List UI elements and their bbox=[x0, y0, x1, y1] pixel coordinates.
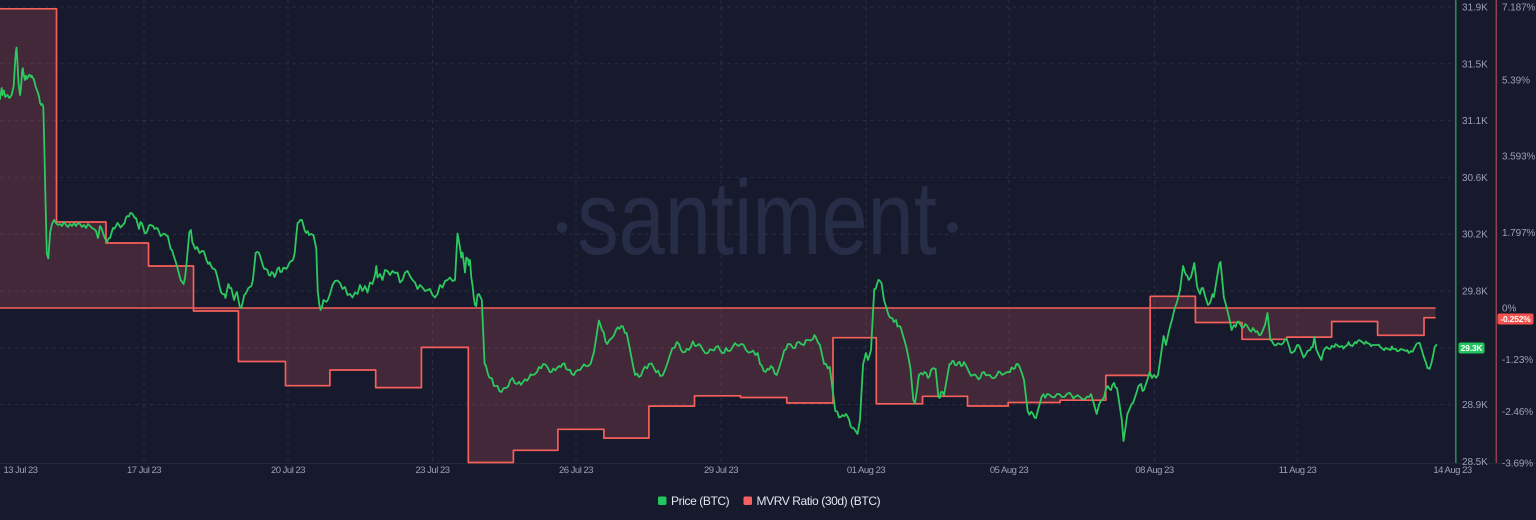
svg-text:1.797%: 1.797% bbox=[1502, 228, 1536, 239]
svg-text:5.39%: 5.39% bbox=[1502, 76, 1530, 87]
svg-text:31.5K: 31.5K bbox=[1462, 59, 1488, 70]
svg-text:29.3K: 29.3K bbox=[1461, 343, 1484, 353]
svg-text:MVRV Ratio (30d) (BTC): MVRV Ratio (30d) (BTC) bbox=[757, 494, 881, 508]
svg-text:-3.69%: -3.69% bbox=[1502, 459, 1533, 470]
svg-text:santiment: santiment bbox=[577, 160, 937, 278]
svg-text:20 Jul 23: 20 Jul 23 bbox=[271, 465, 305, 476]
svg-text:31.1K: 31.1K bbox=[1462, 116, 1488, 127]
svg-text:Price (BTC): Price (BTC) bbox=[671, 494, 730, 508]
svg-text:29.8K: 29.8K bbox=[1462, 287, 1488, 298]
svg-text:-2.46%: -2.46% bbox=[1502, 407, 1533, 418]
svg-text:08 Aug 23: 08 Aug 23 bbox=[1135, 465, 1174, 476]
svg-text:30.6K: 30.6K bbox=[1462, 173, 1488, 184]
svg-text:13 Jul 23: 13 Jul 23 bbox=[3, 465, 37, 476]
svg-text:17 Jul 23: 17 Jul 23 bbox=[127, 465, 161, 476]
svg-text:26 Jul 23: 26 Jul 23 bbox=[559, 465, 593, 476]
svg-text:11 Aug 23: 11 Aug 23 bbox=[1279, 465, 1317, 476]
svg-text:28.5K: 28.5K bbox=[1462, 457, 1488, 468]
svg-text:7.187%: 7.187% bbox=[1502, 3, 1536, 14]
svg-text:-0.252%: -0.252% bbox=[1500, 314, 1531, 324]
svg-text:31.9K: 31.9K bbox=[1462, 3, 1488, 14]
svg-text:01 Aug 23: 01 Aug 23 bbox=[847, 465, 886, 476]
svg-text:05 Aug 23: 05 Aug 23 bbox=[990, 465, 1029, 476]
svg-text:28.9K: 28.9K bbox=[1462, 400, 1488, 411]
svg-text:14 Aug 23: 14 Aug 23 bbox=[1433, 465, 1472, 476]
svg-text:23 Jul 23: 23 Jul 23 bbox=[415, 465, 449, 476]
svg-text:30.2K: 30.2K bbox=[1462, 230, 1488, 241]
svg-text:0%: 0% bbox=[1502, 304, 1516, 315]
svg-text:3.593%: 3.593% bbox=[1502, 152, 1536, 163]
svg-text:-1.23%: -1.23% bbox=[1502, 355, 1533, 366]
svg-text:29 Jul 23: 29 Jul 23 bbox=[704, 465, 738, 476]
